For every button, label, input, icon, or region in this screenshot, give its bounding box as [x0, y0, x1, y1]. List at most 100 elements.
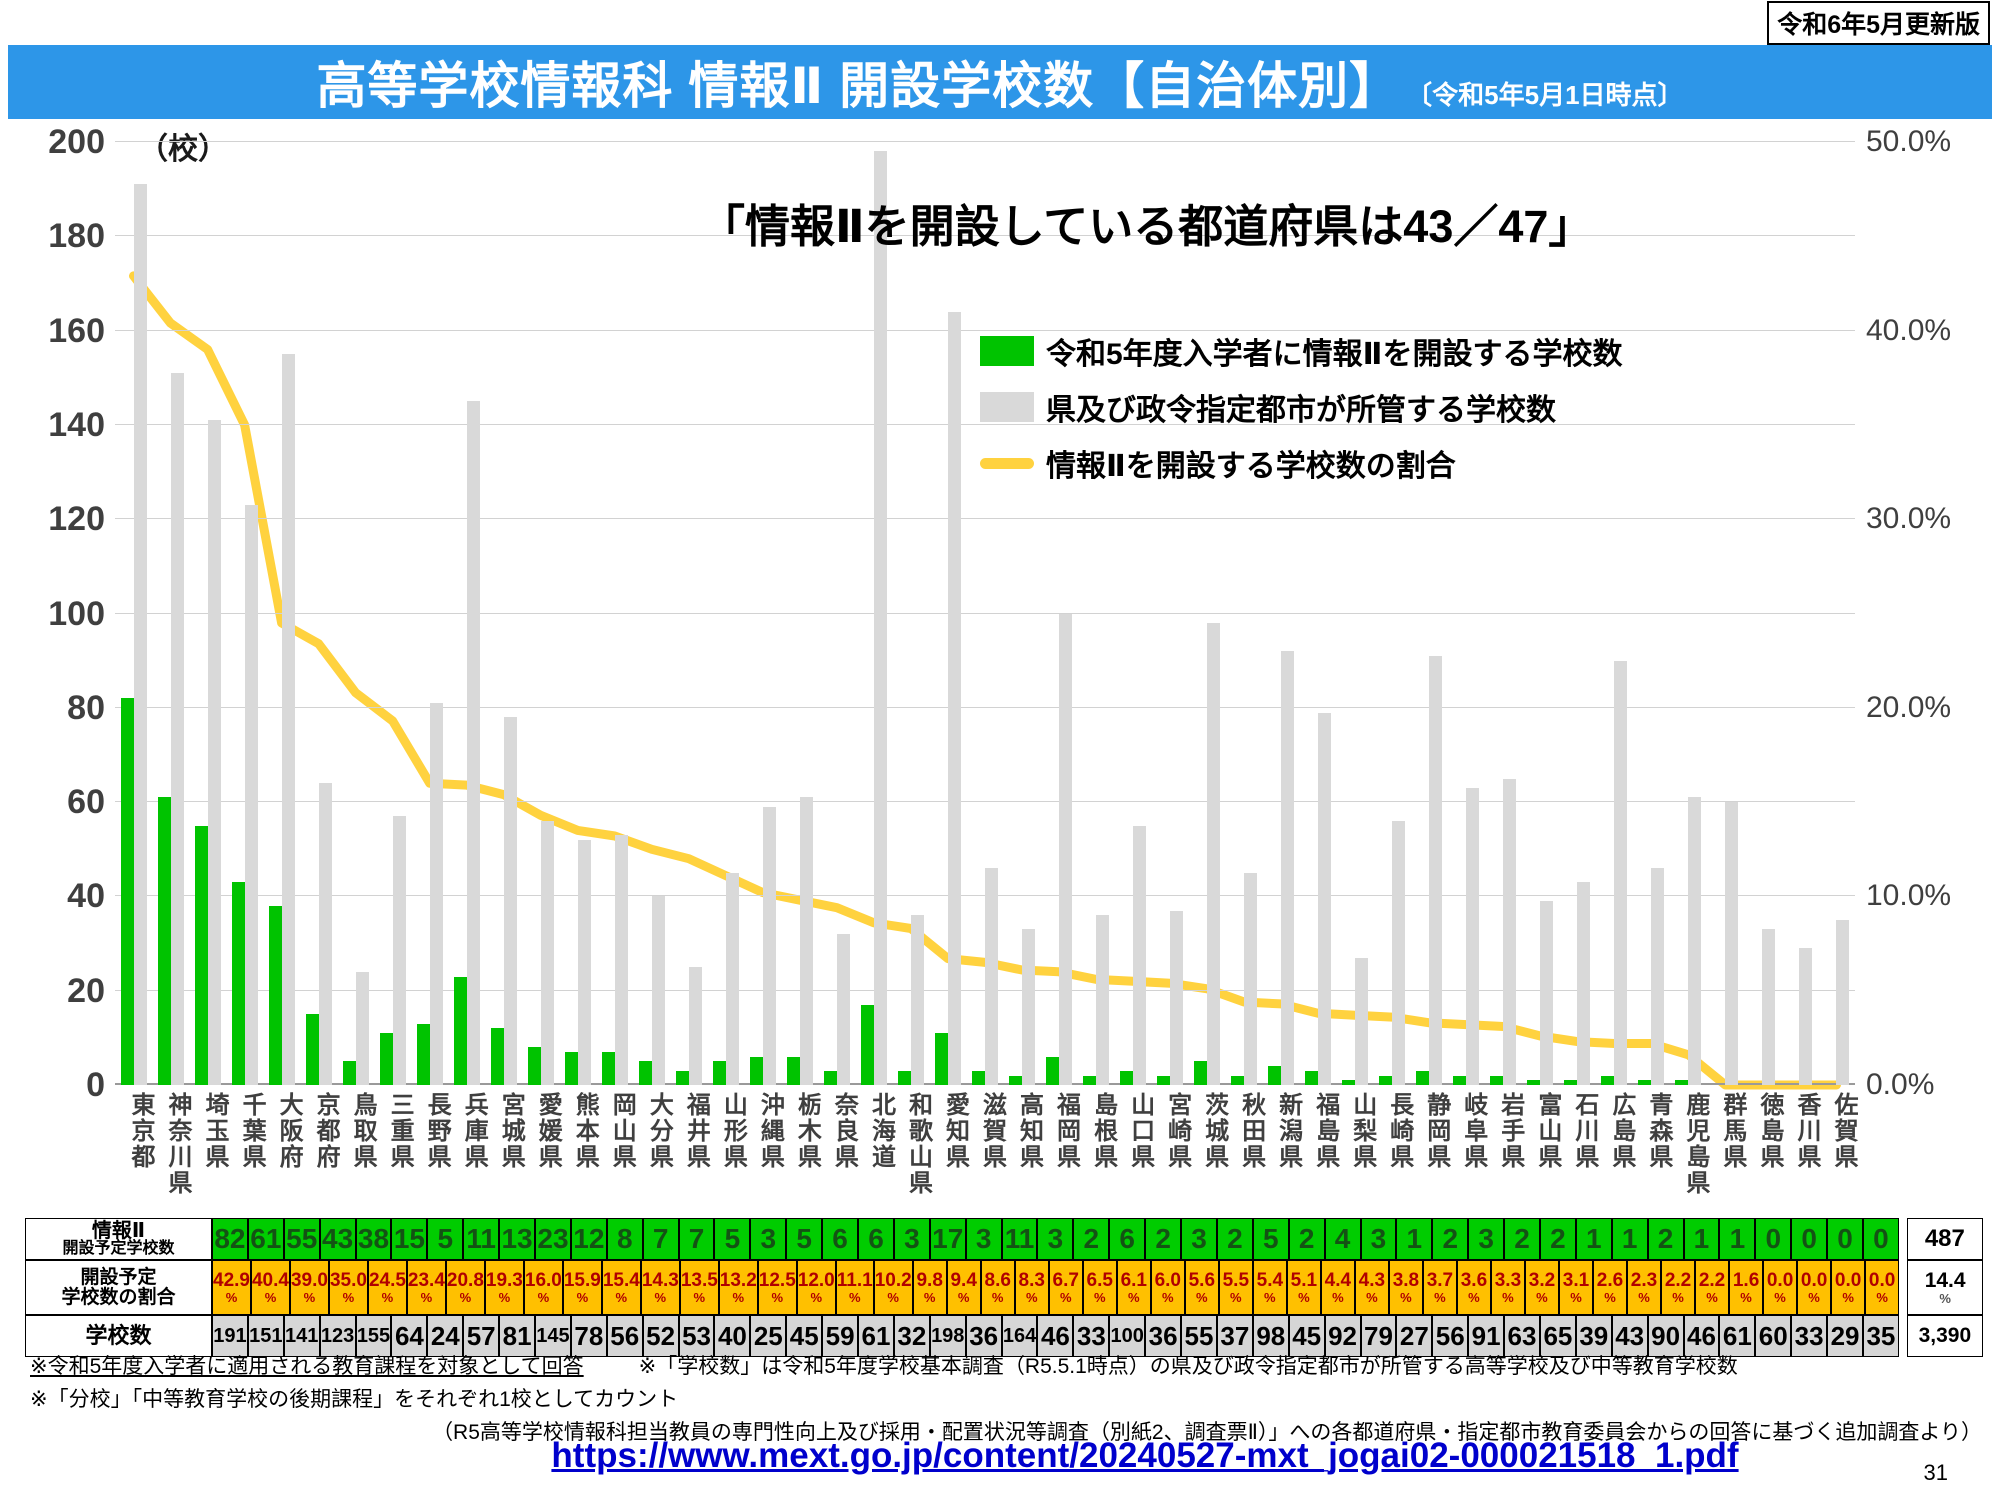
- gray-bar: [1170, 910, 1184, 1085]
- x-axis-label: 山形県: [719, 1092, 747, 1170]
- page-number: 31: [1923, 1460, 1948, 1485]
- gray-bar: [1577, 882, 1591, 1085]
- table-cell: 7: [678, 1218, 715, 1260]
- green-bar: [1305, 1070, 1319, 1085]
- yellow-line-icon: [980, 457, 1034, 469]
- table-cell: 53: [678, 1315, 715, 1357]
- footnote: ※「分校」「中等教育学校の後期課程」をそれぞれ1校としてカウント: [30, 1388, 679, 1411]
- left-axis-tick: 0: [86, 1066, 105, 1104]
- gridline: [115, 518, 1855, 520]
- green-bar: [1009, 1075, 1023, 1085]
- table-cell: 5: [1252, 1218, 1289, 1260]
- table-cell: 7: [642, 1218, 679, 1260]
- gray-bar: [1503, 778, 1517, 1085]
- table-cell: 64: [391, 1315, 428, 1357]
- table-cell: 43: [1611, 1315, 1648, 1357]
- x-axis-label: 長野県: [423, 1092, 451, 1170]
- source-url-link[interactable]: https://www.mext.go.jp/content/20240527-…: [551, 1436, 1739, 1475]
- green-bar: [231, 882, 245, 1085]
- gray-bar: [1429, 655, 1443, 1085]
- legend-item-schools: 県及び政令指定都市が所管する学校数: [980, 386, 1622, 428]
- table-cell: 57: [463, 1315, 500, 1357]
- table-cell: 8.3%: [1014, 1260, 1049, 1315]
- table-cell: 32: [893, 1315, 930, 1357]
- table-cell: 79: [1360, 1315, 1397, 1357]
- x-axis-label: 新潟県: [1274, 1092, 1302, 1170]
- table-cell: 3.3%: [1490, 1260, 1525, 1315]
- gray-bar: [873, 151, 887, 1085]
- table-cell: 0.0%: [1763, 1260, 1798, 1315]
- source-url-wrap: https://www.mext.go.jp/content/20240527-…: [420, 1436, 1870, 1476]
- green-bar: [1564, 1080, 1578, 1085]
- table-cell: 14.3%: [640, 1260, 680, 1315]
- plot-area: [115, 141, 1855, 1090]
- green-bar: [972, 1070, 985, 1085]
- footnote-source: （R5高等学校情報科担当教員の専門性向上及び採用・配置状況等調査（別紙2、調査票…: [432, 1421, 1982, 1444]
- table-cell: 3: [1360, 1218, 1397, 1260]
- table-cell: 0: [1755, 1218, 1792, 1260]
- green-bar: [1046, 1056, 1060, 1085]
- gray-bar: [1096, 915, 1110, 1085]
- table-cell: 25: [750, 1315, 787, 1357]
- table-cell: 164: [1001, 1315, 1038, 1357]
- table-total-cell: 487: [1906, 1218, 1983, 1260]
- table-cell: 6: [1109, 1218, 1146, 1260]
- table-cell: 13.5%: [679, 1260, 719, 1315]
- table-cell: 100: [1109, 1315, 1146, 1357]
- table-cell: 63: [1504, 1315, 1540, 1357]
- table-row: 開設予定 学校数の割合 42.9% 40.4% 39.0% 35.0% 24.5% 23.4%…: [25, 1260, 1984, 1315]
- x-axis-label: 山口県: [1126, 1092, 1154, 1170]
- data-table: 情報Ⅱ 開設予定学校数 82 61 55 43 38 15 5 11 13 23 12 8 7 7 5 3 5 6 6 3…: [25, 1218, 1984, 1357]
- table-cell: 10.2%: [873, 1260, 913, 1315]
- table-cell: 12: [570, 1218, 607, 1260]
- x-axis-label: 宮城県: [497, 1092, 525, 1170]
- x-axis-label: 岩手県: [1496, 1092, 1524, 1170]
- gray-bar: [318, 783, 332, 1085]
- x-axis-label: 石川県: [1570, 1092, 1598, 1170]
- gray-bar: [1799, 948, 1813, 1085]
- legend-label: 県及び政令指定都市が所管する学校数: [1046, 394, 1556, 427]
- gray-bar: [614, 835, 628, 1085]
- x-axis-label: 奈良県: [830, 1092, 858, 1170]
- gray-bar: [355, 971, 369, 1085]
- right-axis-tick: 50.0%: [1866, 125, 1952, 158]
- gray-bar: [1392, 820, 1406, 1085]
- table-cell: 3.8%: [1388, 1260, 1423, 1315]
- table-cell: 5: [786, 1218, 823, 1260]
- table-cell: 92: [1324, 1315, 1361, 1357]
- page-title: 高等学校情報科 情報Ⅱ 開設学校数【自治体別】: [316, 58, 1401, 114]
- green-bar: [1601, 1075, 1615, 1085]
- green-bar: [416, 1023, 430, 1085]
- gray-bar: [1022, 929, 1036, 1085]
- green-bar: [675, 1070, 689, 1085]
- table-cell: 9.8%: [912, 1260, 947, 1315]
- green-bar: [453, 976, 467, 1085]
- gray-bar: [1540, 901, 1554, 1085]
- gridline: [115, 706, 1855, 708]
- x-axis-label: 富山県: [1533, 1092, 1561, 1170]
- table-cell: 13.2%: [718, 1260, 758, 1315]
- table-cell: 3: [965, 1218, 1002, 1260]
- table-cell: 2: [1504, 1218, 1540, 1260]
- table-cell: 46: [1683, 1315, 1720, 1357]
- table-cell: 40: [714, 1315, 751, 1357]
- gray-bar: [1688, 797, 1702, 1085]
- right-axis-tick: 0.0%: [1866, 1068, 1935, 1101]
- right-axis-tick: 40.0%: [1866, 313, 1952, 347]
- table-cell: 23.4%: [406, 1260, 446, 1315]
- table-cell: 2: [1288, 1218, 1325, 1260]
- gray-bar: [1466, 787, 1480, 1085]
- table-row-header: 学校数: [25, 1315, 212, 1357]
- gray-bar: [1244, 872, 1258, 1085]
- gray-bar: [466, 401, 480, 1085]
- green-bar: [120, 698, 134, 1085]
- green-bar: [268, 905, 282, 1085]
- green-bar: [1453, 1075, 1467, 1085]
- table-cell: 5.1%: [1286, 1260, 1321, 1315]
- table-cell: 11: [1001, 1218, 1038, 1260]
- right-axis-tick: 30.0%: [1866, 502, 1952, 536]
- table-cell: 36: [965, 1315, 1002, 1357]
- table-cell: 1: [1575, 1218, 1612, 1260]
- gray-bar: [799, 797, 813, 1085]
- green-bar: [490, 1028, 504, 1085]
